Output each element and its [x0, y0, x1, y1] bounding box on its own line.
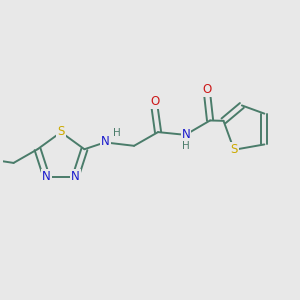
Text: H: H	[113, 128, 121, 138]
Text: H: H	[182, 141, 190, 151]
Text: S: S	[230, 143, 238, 156]
Text: O: O	[203, 83, 212, 96]
Text: N: N	[101, 135, 110, 148]
Text: N: N	[182, 128, 190, 141]
Text: S: S	[57, 125, 65, 138]
Text: N: N	[71, 170, 80, 183]
Text: N: N	[42, 170, 51, 183]
Text: O: O	[150, 95, 159, 108]
